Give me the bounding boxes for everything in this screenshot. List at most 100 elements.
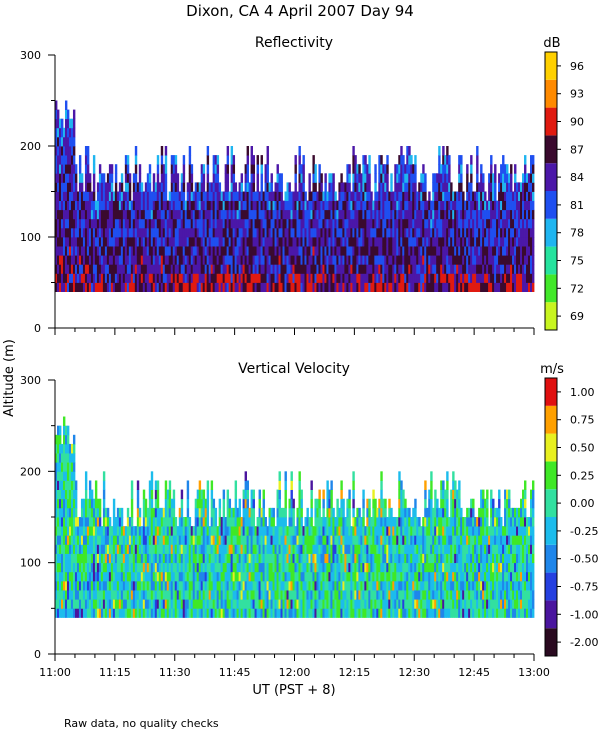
- heatmap-cell: [466, 182, 469, 192]
- heatmap-cell: [266, 255, 269, 265]
- heatmap-cell: [408, 191, 411, 201]
- heatmap-cell: [224, 173, 228, 183]
- heatmap-cell: [126, 562, 130, 573]
- heatmap-cell: [280, 608, 283, 618]
- heatmap-cell: [374, 173, 377, 183]
- heatmap-cell: [260, 173, 263, 183]
- heatmap-cell: [66, 118, 70, 129]
- heatmap-cell: [522, 191, 525, 201]
- heatmap-cell: [260, 255, 263, 265]
- heatmap-cell: [222, 227, 226, 238]
- heatmap-cell: [216, 164, 220, 174]
- heatmap-cell: [168, 571, 172, 582]
- heatmap-cell: [526, 264, 529, 274]
- heatmap-cell: [214, 173, 218, 183]
- heatmap-cell: [204, 517, 208, 527]
- heatmap-cell: [202, 571, 206, 582]
- heatmap-cell: [428, 246, 431, 256]
- heatmap-cell: [144, 498, 148, 509]
- heatmap-cell: [450, 246, 453, 256]
- heatmap-cell: [226, 489, 230, 500]
- heatmap-cell: [320, 237, 323, 247]
- heatmap-cell: [234, 562, 238, 573]
- heatmap-cell: [378, 209, 381, 220]
- heatmap-cell: [74, 227, 78, 238]
- heatmap-cell: [64, 237, 68, 247]
- heatmap-cell: [276, 535, 279, 545]
- heatmap-cell: [410, 182, 413, 192]
- heatmap-cell: [232, 200, 236, 211]
- heatmap-cell: [120, 273, 124, 283]
- heatmap-cell: [152, 273, 156, 283]
- heatmap-cell: [284, 544, 287, 554]
- heatmap-cell: [55, 507, 58, 518]
- heatmap-cell: [72, 526, 76, 536]
- heatmap-cell: [130, 535, 134, 545]
- heatmap-cell: [174, 535, 178, 545]
- heatmap-cell: [226, 218, 230, 229]
- heatmap-cell: [144, 535, 148, 545]
- heatmap-cell: [380, 191, 383, 201]
- heatmap-cell: [164, 580, 168, 591]
- heatmap-cell: [190, 282, 194, 292]
- heatmap-cell: [462, 237, 465, 247]
- heatmap-cell: [178, 255, 182, 265]
- heatmap-cell: [180, 246, 184, 256]
- heatmap-cell: [188, 544, 192, 554]
- heatmap-cell: [236, 526, 240, 536]
- heatmap-cell: [178, 282, 182, 292]
- heatmap-cell: [80, 507, 84, 518]
- heatmap-cell: [366, 282, 369, 292]
- heatmap-cell: [198, 608, 202, 618]
- heatmap-cell: [464, 218, 467, 229]
- heatmap-cell: [230, 608, 234, 618]
- heatmap-cell: [334, 264, 337, 274]
- heatmap-cell: [522, 218, 525, 229]
- colorbar-label: 78: [570, 227, 584, 240]
- heatmap-cell: [298, 200, 301, 211]
- heatmap-cell: [204, 498, 208, 509]
- heatmap-cell: [414, 255, 417, 265]
- heatmap-cell: [230, 164, 234, 174]
- heatmap-cell: [502, 246, 505, 256]
- heatmap-cell: [108, 282, 112, 292]
- heatmap-cell: [208, 553, 212, 564]
- heatmap-cell: [214, 553, 218, 564]
- heatmap-cell: [70, 191, 74, 201]
- heatmap-cell: [436, 255, 439, 265]
- heatmap-cell: [270, 209, 273, 220]
- heatmap-cell: [238, 535, 242, 545]
- heatmap-cell: [234, 264, 238, 274]
- heatmap-cell: [90, 273, 94, 283]
- heatmap-cell: [234, 237, 238, 247]
- heatmap-cell: [208, 237, 212, 247]
- heatmap-cell: [168, 544, 172, 554]
- heatmap-cell: [198, 227, 202, 238]
- heatmap-cell: [248, 282, 251, 292]
- heatmap-cell: [62, 246, 66, 256]
- heatmap-cell: [342, 191, 345, 201]
- heatmap-cell: [200, 517, 204, 527]
- velocity-units: m/s: [540, 362, 564, 377]
- heatmap-cell: [242, 218, 246, 229]
- heatmap-cell: [282, 209, 285, 220]
- heatmap-cell: [176, 526, 180, 536]
- heatmap-cell: [90, 599, 94, 609]
- heatmap-cell: [84, 507, 88, 518]
- heatmap-cell: [80, 227, 84, 238]
- heatmap-cell: [240, 264, 244, 274]
- heatmap-cell: [228, 580, 232, 591]
- heatmap-cell: [466, 209, 469, 220]
- heatmap-cell: [166, 553, 170, 564]
- heatmap-cell: [368, 246, 371, 256]
- heatmap-cell: [78, 571, 82, 582]
- heatmap-cell: [310, 553, 313, 564]
- heatmap-cell: [104, 526, 108, 536]
- heatmap-cell: [506, 282, 509, 292]
- heatmap-cell: [86, 590, 90, 600]
- heatmap-cell: [294, 553, 297, 564]
- heatmap-cell: [186, 264, 190, 274]
- heatmap-cell: [166, 526, 170, 536]
- heatmap-cell: [310, 517, 313, 527]
- heatmap-cell: [68, 453, 72, 463]
